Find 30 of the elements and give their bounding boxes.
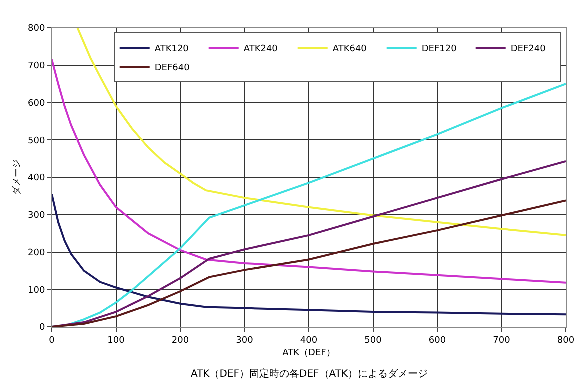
legend-label: ATK640 xyxy=(332,44,368,54)
y-tick-label: 200 xyxy=(28,248,46,258)
x-tick-label: 400 xyxy=(300,336,318,346)
y-tick-label: 800 xyxy=(28,24,46,34)
x-tick-label: 800 xyxy=(557,336,575,346)
line-series xyxy=(52,160,566,327)
y-tick-label: 600 xyxy=(28,98,46,109)
text: ATK（DEF）固定時の各DEF（ATK）によるダメージ xyxy=(191,368,428,380)
y-tick-label: 400 xyxy=(28,174,46,184)
line-series xyxy=(76,28,566,236)
y-tick-label: 300 xyxy=(28,211,46,222)
legend-label: ATK120 xyxy=(154,44,190,54)
x-tick-label: 700 xyxy=(493,336,511,346)
x-axis-title: ATK（DEF） xyxy=(282,348,336,359)
y-axis-title: ダメージ xyxy=(11,160,22,196)
y-tick-label: 700 xyxy=(28,62,46,72)
legend-label: DEF240 xyxy=(510,44,546,54)
x-tick-label: 200 xyxy=(172,336,190,346)
line-series xyxy=(52,58,566,284)
y-tick-label: 500 xyxy=(28,136,46,146)
x-tick-label: 100 xyxy=(108,336,126,346)
legend-label: ATK240 xyxy=(244,44,278,54)
y-tick-label: 0 xyxy=(39,323,46,334)
x-tick-label: 0 xyxy=(49,336,56,346)
legend-label: DEF120 xyxy=(422,44,458,54)
legend-label: DEF640 xyxy=(154,63,190,74)
y-tick-label: 100 xyxy=(28,286,46,296)
x-tick-label: 300 xyxy=(236,336,254,346)
x-tick-label: 500 xyxy=(364,336,382,346)
x-tick-label: 600 xyxy=(428,336,446,346)
